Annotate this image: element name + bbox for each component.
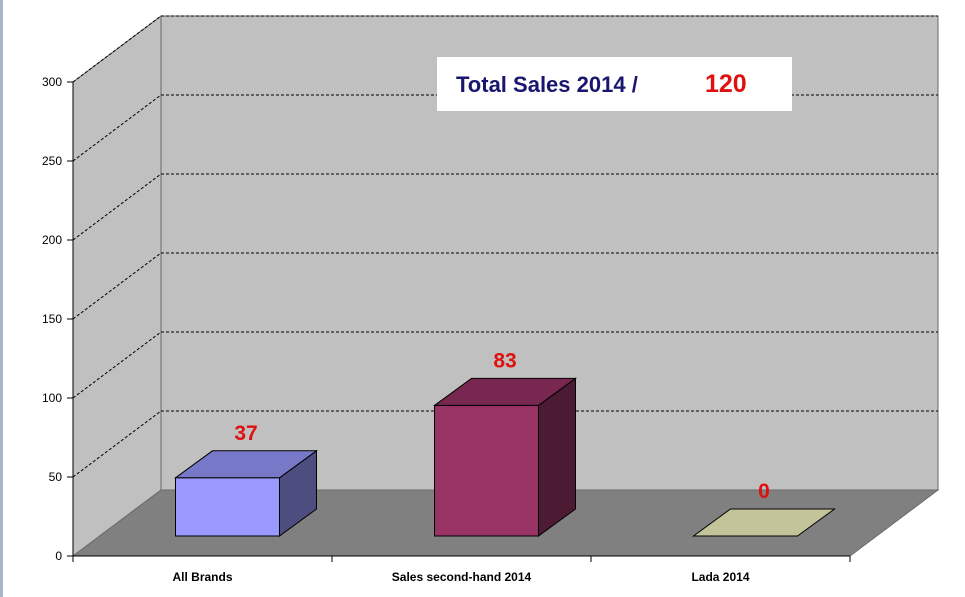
bar-top [432,377,578,406]
bar-front [434,404,539,537]
y-tick-label: 250 [42,154,62,168]
y-tick-label: 50 [49,470,63,484]
category-axis: All Brands Sales second-hand 2014 Lada 201… [72,556,851,584]
data-label: 37 [234,422,257,445]
window-edge [0,0,3,597]
y-tick-label: 0 [55,549,62,563]
data-label: 0 [758,480,770,503]
category-label: Sales second-hand 2014 [392,570,532,584]
gridline-side [72,94,162,162]
gridline-side [72,15,162,83]
gridline-side [72,252,162,320]
bar-top [691,508,837,537]
total-sales-value: 120 [705,70,747,98]
y-tick-label: 150 [42,312,62,326]
bar: 37 [173,422,319,537]
gridline-side [72,173,162,241]
bar-side [538,377,576,537]
bar-front [175,477,280,537]
gridline-side [72,331,162,399]
data-label: 83 [493,349,516,372]
y-tick-label: 300 [42,75,62,89]
total-sales-label: Total Sales 2014 / [456,72,638,97]
bar: 0 [691,480,837,537]
category-label: Lada 2014 [691,570,749,584]
bars: 37 83 0 [173,349,837,537]
total-sales-box: Total Sales 2014 / 120 [437,57,792,111]
gridlines [72,15,938,478]
category-label: All Brands [172,570,232,584]
y-tick-label: 200 [42,233,62,247]
y-tick-label: 100 [42,391,62,405]
value-axis: 0 50 100 150 200 250 300 [42,75,850,563]
bar: 83 [432,349,578,537]
bar-top [173,450,319,479]
gridline-side [72,410,162,478]
